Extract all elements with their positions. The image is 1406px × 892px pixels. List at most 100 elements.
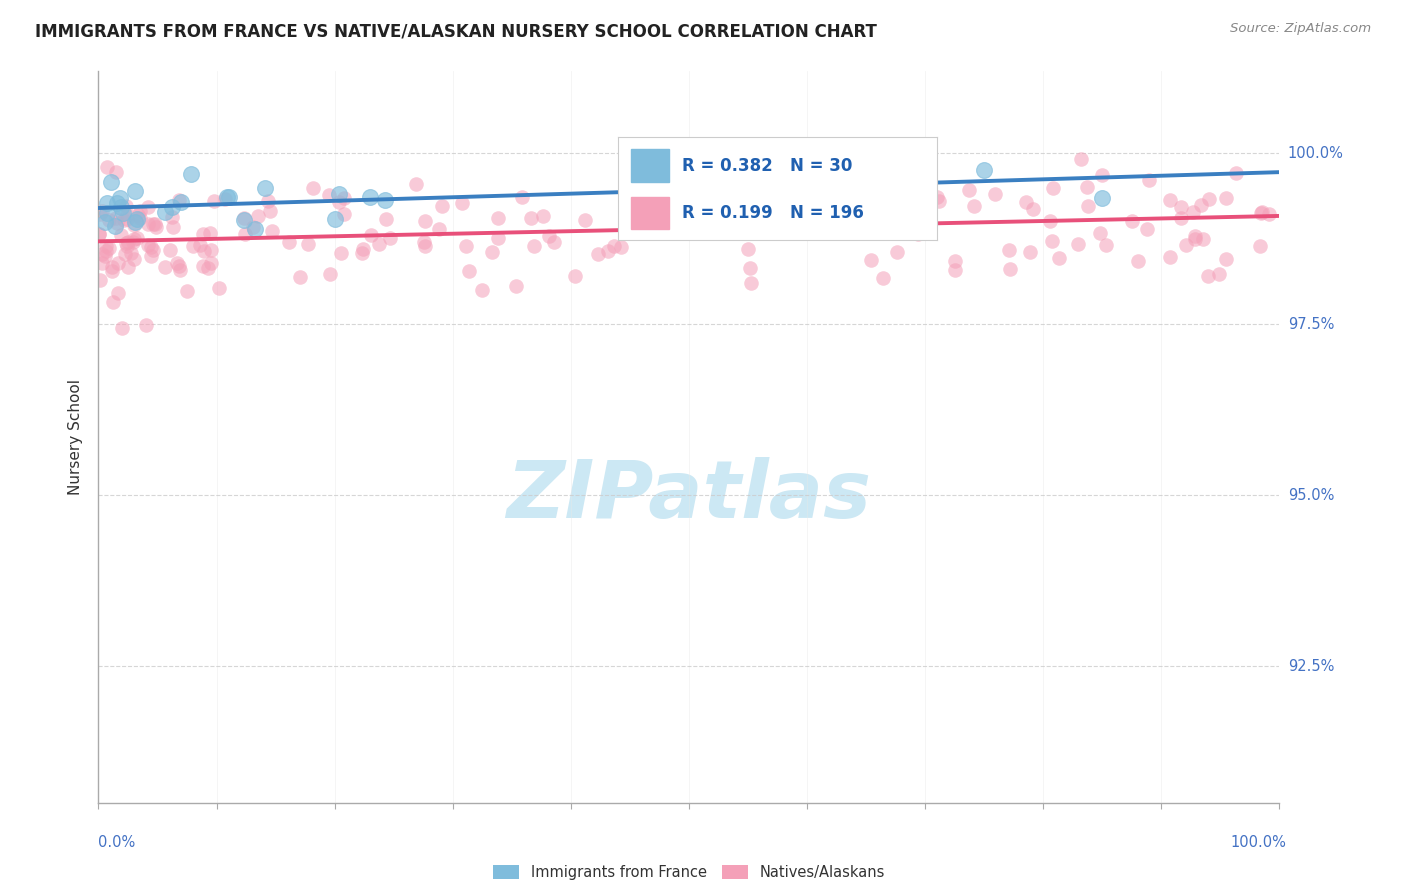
Point [97,241,120,255]
Point [96,195,118,210]
Point [378,231,401,245]
Point [162,220,184,235]
Point [730,204,752,219]
Point [160,200,183,214]
Point [1189,197,1212,211]
Point [1090,226,1112,240]
Point [112,213,135,227]
Point [1215,191,1237,205]
Point [89,227,111,241]
Point [115,199,138,213]
Point [1257,207,1279,221]
Point [169,193,191,207]
Point [973,163,995,178]
Point [200,243,222,257]
Point [374,193,396,207]
Point [1208,267,1230,281]
Point [141,240,163,254]
Point [905,188,928,202]
Point [602,238,624,252]
Point [616,200,638,214]
Point [169,263,191,277]
Point [90,256,112,270]
Text: R = 0.199   N = 196: R = 0.199 N = 196 [682,204,863,222]
Point [360,227,382,242]
Point [523,239,546,253]
Text: 97.5%: 97.5% [1288,317,1334,332]
Point [328,187,350,202]
Point [1249,239,1271,253]
Point [278,235,301,249]
Point [413,239,436,253]
Point [1067,237,1090,252]
Point [115,239,138,253]
Point [943,263,966,277]
Text: ZIPatlas: ZIPatlas [506,457,872,534]
Point [200,256,222,270]
Point [413,235,436,249]
Point [107,286,129,301]
Point [94,248,117,262]
Point [1095,238,1118,252]
Point [1015,195,1038,210]
Point [208,281,231,295]
Point [129,211,152,226]
Point [451,195,474,210]
Point [124,184,146,198]
Point [89,207,111,221]
Point [233,227,256,242]
Point [328,195,350,210]
Point [900,191,922,205]
Point [114,236,136,251]
Point [1175,237,1198,252]
Point [1091,168,1114,182]
Point [101,264,124,278]
Point [368,236,391,251]
Point [1182,205,1205,219]
Point [538,229,561,244]
Point [984,187,1007,202]
Point [112,206,135,220]
Point [122,235,145,250]
Point [855,156,877,170]
Point [138,217,160,231]
Point [676,202,699,217]
Point [1170,200,1192,214]
Point [413,213,436,227]
Point [108,191,131,205]
Point [107,256,129,270]
Text: 100.0%: 100.0% [1230,836,1286,850]
Text: 92.5%: 92.5% [1288,658,1334,673]
Point [858,198,880,212]
Point [627,227,650,241]
Point [101,295,124,310]
Point [1091,191,1114,205]
Point [87,227,110,242]
Point [860,252,883,267]
Point [127,208,149,222]
Point [319,267,342,281]
Point [1215,252,1237,266]
Point [180,167,202,181]
Point [139,249,162,263]
Point [510,190,533,204]
Point [886,154,908,169]
Point [855,226,877,240]
Point [405,178,427,192]
Point [488,211,510,225]
Point [737,183,759,197]
Point [96,244,118,258]
Point [1159,193,1181,207]
Bar [631,196,669,229]
Point [105,196,128,211]
Point [114,247,136,261]
Text: Source: ZipAtlas.com: Source: ZipAtlas.com [1230,22,1371,36]
Point [488,231,510,245]
Point [217,190,239,204]
Point [127,231,149,245]
Point [1170,211,1192,225]
Point [1070,153,1092,167]
Point [94,238,117,252]
Point [198,226,221,240]
Point [145,219,167,234]
